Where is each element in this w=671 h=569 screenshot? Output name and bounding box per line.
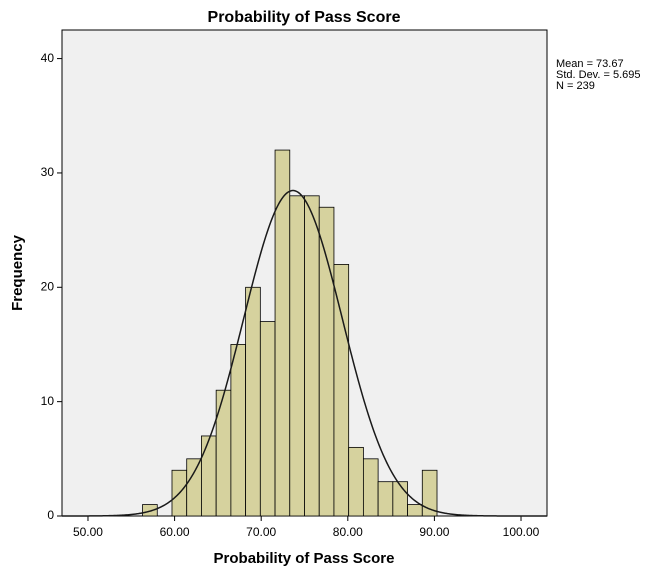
bar <box>259 321 276 517</box>
bar <box>201 435 217 517</box>
bar <box>318 206 335 517</box>
bar <box>377 481 394 517</box>
bar <box>186 458 202 517</box>
y-tick-label: 0 <box>47 508 54 522</box>
bar <box>230 344 247 517</box>
bar <box>421 469 438 517</box>
y-tick-label: 10 <box>41 394 55 408</box>
x-tick-label: 70.00 <box>246 525 276 539</box>
x-tick-label: 90.00 <box>419 525 449 539</box>
bar <box>274 149 291 517</box>
y-tick-label: 40 <box>41 51 55 65</box>
x-tick-label: 80.00 <box>333 525 363 539</box>
bar <box>245 286 261 517</box>
bar <box>362 458 379 517</box>
bar <box>348 446 364 517</box>
y-tick-label: 30 <box>41 165 55 179</box>
chart-title: Probability of Pass Score <box>208 9 401 26</box>
x-axis-label: Probability of Pass Score <box>214 550 395 567</box>
bar <box>333 264 350 517</box>
bar <box>407 504 423 517</box>
bar <box>142 504 158 517</box>
normal-curve <box>62 189 547 517</box>
x-tick-label: 60.00 <box>160 525 190 539</box>
bar <box>392 481 408 517</box>
bar <box>215 389 232 517</box>
bar <box>289 195 305 517</box>
stat-label: N = 239 <box>556 80 595 92</box>
bar <box>304 195 320 517</box>
x-tick-label: 50.00 <box>73 525 103 539</box>
x-tick-label: 100.00 <box>503 525 540 539</box>
y-axis-label: Frequency <box>9 234 26 311</box>
stat-label: Std. Dev. = 5.695 <box>556 69 641 81</box>
stat-label: Mean = 73.67 <box>556 58 624 70</box>
y-tick-label: 20 <box>41 279 55 293</box>
